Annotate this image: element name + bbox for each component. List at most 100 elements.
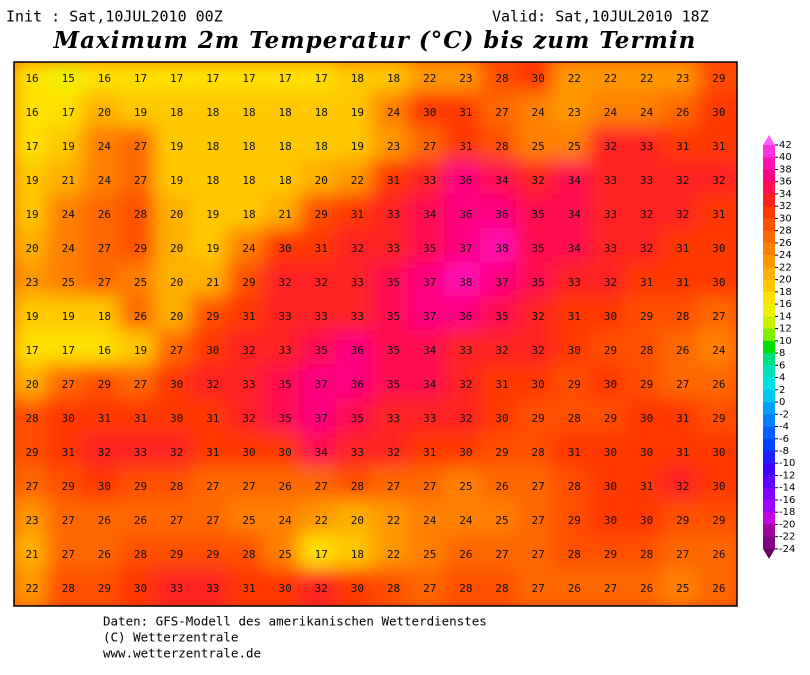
colorbar-label: 6 xyxy=(779,360,785,371)
colorbar-bin xyxy=(763,316,775,329)
colorbar-bin xyxy=(763,340,775,354)
temperature-value: 27 xyxy=(604,582,617,595)
temperature-value: 20 xyxy=(170,242,183,255)
temperature-value: 29 xyxy=(495,446,508,459)
temperature-value: 17 xyxy=(25,140,38,153)
temperature-value: 23 xyxy=(25,514,38,527)
colorbar-label: 38 xyxy=(779,164,792,175)
temperature-value: 33 xyxy=(604,208,617,221)
colorbar-bin xyxy=(763,451,775,464)
temperature-value: 34 xyxy=(423,378,437,391)
temperature-value: 19 xyxy=(351,140,364,153)
temperature-value: 18 xyxy=(242,140,255,153)
temperature-value: 33 xyxy=(351,276,364,289)
temperature-value: 29 xyxy=(25,446,38,459)
temperature-value: 30 xyxy=(532,378,545,391)
colorbar-label: 42 xyxy=(779,140,792,151)
temperature-value: 27 xyxy=(206,514,219,527)
temperature-value: 33 xyxy=(604,242,617,255)
temperature-value: 30 xyxy=(712,446,725,459)
colorbar-bin xyxy=(763,426,775,440)
temperature-value: 29 xyxy=(62,480,75,493)
temperature-value: 30 xyxy=(640,412,653,425)
temperature-value: 29 xyxy=(712,412,725,425)
colorbar-bin xyxy=(763,377,775,391)
temperature-value: 30 xyxy=(604,514,617,527)
temperature-value: 33 xyxy=(568,276,581,289)
temperature-value: 38 xyxy=(495,242,508,255)
colorbar-label: -24 xyxy=(779,544,795,555)
temperature-value: 18 xyxy=(242,174,255,187)
colorbar-label: 2 xyxy=(779,385,785,396)
temperature-value: 27 xyxy=(62,378,75,391)
temperature-value: 19 xyxy=(170,140,183,153)
colorbar-bin xyxy=(763,169,775,183)
temperature-value: 32 xyxy=(170,446,183,459)
temperature-value: 22 xyxy=(640,72,653,85)
temperature-value: 28 xyxy=(532,446,545,459)
temperature-value: 20 xyxy=(25,242,38,255)
temperature-value: 31 xyxy=(387,174,400,187)
temperature-value: 33 xyxy=(459,344,472,357)
temperature-value: 37 xyxy=(315,412,328,425)
colorbar-label: 28 xyxy=(779,226,792,237)
temperature-value: 26 xyxy=(676,106,689,119)
temperature-value: 17 xyxy=(315,548,328,561)
temperature-value: 36 xyxy=(459,174,472,187)
colorbar-bin xyxy=(763,291,775,305)
temperature-value: 30 xyxy=(604,378,617,391)
temperature-value: 30 xyxy=(640,446,653,459)
temperature-value: 32 xyxy=(242,412,255,425)
temperature-value: 27 xyxy=(62,548,75,561)
temperature-value: 29 xyxy=(206,310,219,323)
temperature-value: 29 xyxy=(604,548,617,561)
temperature-value: 35 xyxy=(532,242,545,255)
temperature-value: 30 xyxy=(712,276,725,289)
temperature-value: 33 xyxy=(242,378,255,391)
colorbar-bin xyxy=(763,487,775,501)
colorbar-bin xyxy=(763,267,775,280)
temperature-value: 18 xyxy=(279,140,292,153)
temperature-value: 22 xyxy=(387,548,400,561)
temperature-value: 35 xyxy=(423,242,436,255)
temperature-value: 32 xyxy=(387,446,400,459)
temperature-value: 33 xyxy=(640,140,653,153)
temperature-value: 35 xyxy=(387,310,400,323)
temperature-value: 30 xyxy=(604,480,617,493)
colorbar: 424038363432302826242220181614121086420-… xyxy=(763,135,795,559)
temperature-value: 28 xyxy=(351,480,364,493)
temperature-value: 16 xyxy=(25,106,38,119)
temperature-value: 28 xyxy=(62,582,75,595)
temperature-value: 22 xyxy=(351,174,364,187)
temperature-value: 30 xyxy=(170,412,183,425)
temperature-value: 18 xyxy=(279,106,292,119)
colorbar-label: 40 xyxy=(779,152,792,163)
temperature-value: 26 xyxy=(676,344,689,357)
colorbar-label: -2 xyxy=(779,409,789,420)
temperature-value: 35 xyxy=(532,208,545,221)
colorbar-bin xyxy=(763,206,775,219)
temperature-value: 18 xyxy=(206,140,219,153)
temperature-value: 29 xyxy=(604,412,617,425)
temperature-value: 26 xyxy=(712,548,725,561)
temperature-value: 27 xyxy=(712,310,725,323)
temperature-value: 19 xyxy=(206,242,219,255)
temperature-value: 27 xyxy=(495,106,508,119)
temperature-value: 27 xyxy=(423,480,436,493)
temperature-value: 29 xyxy=(568,378,581,391)
colorbar-bin xyxy=(763,230,775,244)
temperature-value: 37 xyxy=(495,276,508,289)
temperature-value: 17 xyxy=(25,344,38,357)
temperature-value: 28 xyxy=(495,582,508,595)
temperature-value: 31 xyxy=(242,582,255,595)
temperature-value: 34 xyxy=(423,208,437,221)
temperature-value: 25 xyxy=(459,480,472,493)
temperature-value: 31 xyxy=(676,276,689,289)
temperature-value: 28 xyxy=(387,582,400,595)
temperature-value: 27 xyxy=(98,276,111,289)
temperature-value: 28 xyxy=(495,72,508,85)
temperature-value: 29 xyxy=(134,242,147,255)
temperature-value: 35 xyxy=(532,276,545,289)
colorbar-label: 4 xyxy=(779,373,785,384)
footer-source: Daten: GFS-Modell des amerikanischen Wet… xyxy=(103,614,487,629)
